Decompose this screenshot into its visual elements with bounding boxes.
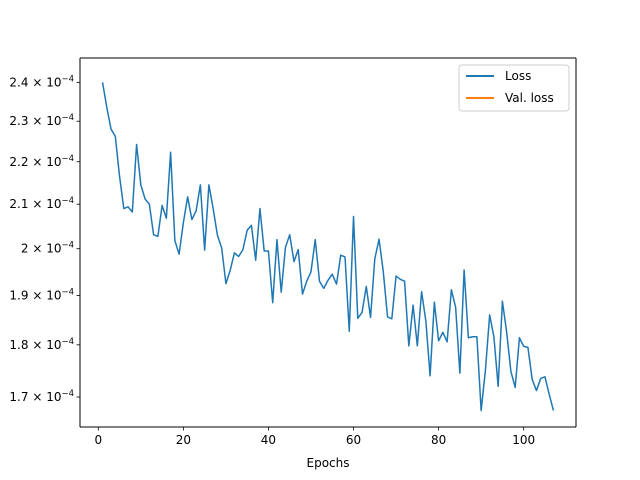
x-axis-ticks: 0 20 40 60 80 100 <box>94 427 535 447</box>
y-tick-label: 1.7 × 10−4 <box>9 389 74 404</box>
y-tick-label: 2.2 × 10−4 <box>9 154 74 169</box>
axes-frame <box>79 57 577 428</box>
y-tick-label: 2 × 10−4 <box>21 241 74 256</box>
legend: Loss Val. loss <box>458 64 570 112</box>
legend-label-loss: Loss <box>505 69 531 83</box>
series-line-loss <box>101 82 555 412</box>
x-tick-label: 0 <box>94 433 102 447</box>
x-axis-label: Epochs <box>307 456 350 470</box>
x-tick-label: 100 <box>512 433 535 447</box>
x-tick-label: 20 <box>176 433 191 447</box>
y-tick-label: 1.8 × 10−4 <box>9 337 74 352</box>
x-tick-label: 60 <box>346 433 361 447</box>
x-tick-label: 80 <box>431 433 446 447</box>
series-lines <box>101 82 555 412</box>
y-tick-label: 1.9 × 10−4 <box>9 288 74 303</box>
y-tick-label: 2.3 × 10−4 <box>9 113 74 128</box>
x-tick-label: 40 <box>261 433 276 447</box>
y-tick-label: 2.4 × 10−4 <box>9 74 74 89</box>
legend-label-val-loss: Val. loss <box>505 91 554 105</box>
y-axis-ticks: 1.7 × 10−4 1.8 × 10−4 1.9 × 10−4 2 × 10−4 2.… <box>9 74 80 404</box>
y-tick-label: 2.1 × 10−4 <box>9 196 74 211</box>
plot-area <box>80 58 576 427</box>
